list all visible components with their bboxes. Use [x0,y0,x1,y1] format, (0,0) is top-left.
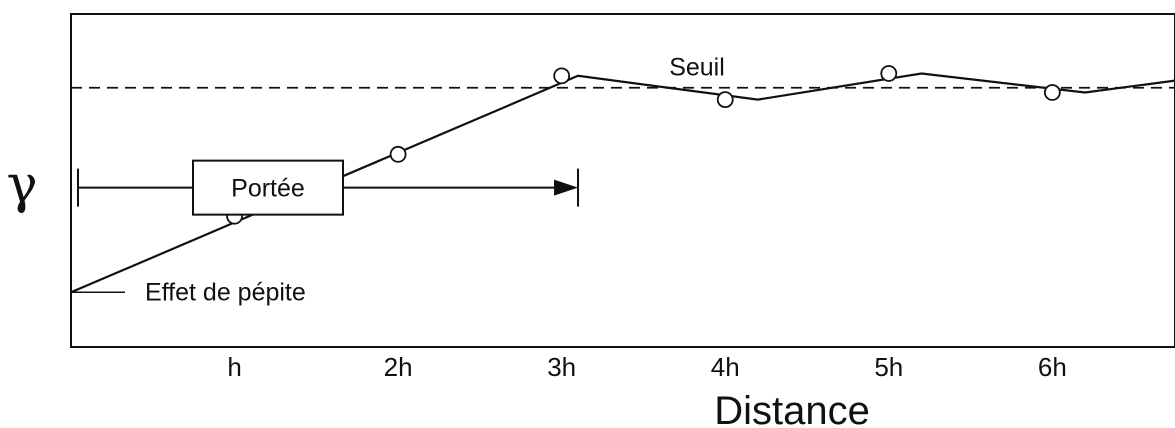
data-point-marker [1043,84,1061,101]
data-point-marker [389,145,407,163]
y-axis-label: γ [6,155,37,215]
series-line [70,72,1175,294]
series-markers [226,65,1061,225]
range-arrowhead [554,179,579,196]
x-axis-label: Distance [714,389,870,428]
x-tick-label: 2h [384,352,413,382]
range-label-box [192,159,344,216]
plot-frame [70,13,1175,348]
nugget-label: Effet de pépite [145,278,306,306]
data-point-marker [553,67,571,85]
x-tick-label: h [227,352,241,382]
data-point-marker [716,91,734,109]
x-tick-labels: h 2h 3h 4h 5h 6h [227,352,1066,382]
range-label: Portée [231,175,305,203]
threshold-label: Seuil [669,54,725,82]
x-tick-label: 4h [711,352,740,382]
x-tick-label: 3h [547,352,576,382]
x-tick-label: 6h [1038,352,1067,382]
data-point-marker [880,65,898,82]
x-tick-label: 5h [874,352,903,382]
